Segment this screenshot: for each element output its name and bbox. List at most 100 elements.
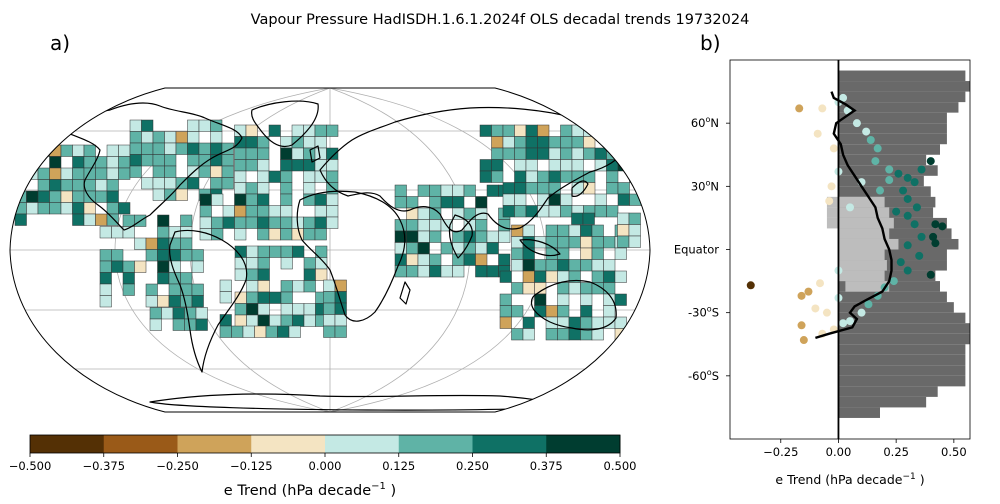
grid-cell xyxy=(175,188,188,201)
grid-cell xyxy=(280,280,293,293)
grid-cell xyxy=(499,316,512,329)
grid-cell xyxy=(246,257,259,270)
grid-cell xyxy=(118,156,131,169)
grid-cell xyxy=(280,147,293,160)
grid-cell xyxy=(303,268,316,281)
grid-cell xyxy=(557,282,570,295)
grid-cell xyxy=(149,307,162,320)
grid-cell xyxy=(157,249,170,262)
grid-cell xyxy=(157,237,170,250)
grid-cell xyxy=(514,170,527,183)
grid-cell xyxy=(606,136,619,149)
grid-cell xyxy=(221,177,234,190)
grid-cell xyxy=(499,305,512,318)
trend-point xyxy=(903,173,912,182)
colorbar-label: e Trend (hPa decade−1 ) xyxy=(224,481,396,499)
grid-cell xyxy=(14,167,27,180)
grid-cell xyxy=(486,230,499,243)
grid-cell xyxy=(234,159,247,172)
grid-cell xyxy=(452,184,465,197)
grid-cell xyxy=(191,283,204,296)
grid-cell xyxy=(157,295,170,308)
trend-point xyxy=(846,317,854,326)
grid-cell xyxy=(452,196,465,209)
panel-b-xlabel: e Trend (hPa decade−1 ) xyxy=(775,472,924,487)
grid-cell xyxy=(580,316,593,329)
trend-scatter-points xyxy=(746,93,947,345)
grid-cell xyxy=(303,280,316,293)
grid-cell xyxy=(49,190,62,203)
trend-point xyxy=(829,144,838,153)
grid-cell xyxy=(164,177,177,190)
colorbar-swatch xyxy=(546,435,621,453)
grid-cell xyxy=(157,260,170,273)
grid-cell xyxy=(234,268,247,281)
grid-cell xyxy=(210,165,223,178)
grid-cell xyxy=(525,147,538,160)
grid-cell xyxy=(242,325,255,338)
missing-data-bar xyxy=(838,81,970,92)
grid-cell xyxy=(475,265,488,278)
grid-cell xyxy=(164,165,177,178)
grid-cell xyxy=(268,124,281,137)
grid-cell xyxy=(129,154,142,167)
grid-cell xyxy=(406,196,419,209)
missing-data-bar xyxy=(838,365,966,376)
panel-a-label: a) xyxy=(50,31,70,55)
missing-data-bar xyxy=(838,112,947,124)
grid-cell xyxy=(557,293,570,306)
grid-cell xyxy=(629,124,642,137)
colorbar-tick-label: 0.500 xyxy=(604,459,637,473)
grid-cell xyxy=(560,170,573,183)
grid-cell xyxy=(280,170,293,183)
grid-cell xyxy=(606,170,619,183)
grid-cell xyxy=(511,328,524,341)
grid-cell xyxy=(106,144,119,157)
colorbar-swatch xyxy=(398,435,473,453)
colorbar-tick-label: −0.375 xyxy=(82,459,125,473)
grid-cell xyxy=(164,131,177,144)
grid-cell xyxy=(406,219,419,232)
grid-cell xyxy=(606,205,619,218)
map-boundary xyxy=(9,87,651,413)
x-tick-label: 0.00 xyxy=(826,445,852,459)
grid-cell xyxy=(591,270,604,283)
grid-cell xyxy=(257,245,270,258)
grid-cell xyxy=(303,314,316,327)
grid-cell xyxy=(486,265,499,278)
grid-cell xyxy=(199,193,212,206)
grid-cell xyxy=(463,253,476,266)
grid-cell xyxy=(168,283,181,296)
grid-cell xyxy=(514,193,527,206)
grid-cell xyxy=(571,212,584,225)
grid-cell xyxy=(502,136,515,149)
grid-cell xyxy=(617,193,630,206)
figure-title: Vapour Pressure HadISDH.1.6.1.2024f OLS … xyxy=(251,12,750,28)
grid-cell xyxy=(14,190,27,203)
grid-cell xyxy=(560,147,573,160)
grid-cell xyxy=(72,179,85,192)
zonal-range-bar xyxy=(826,196,885,208)
grid-cell xyxy=(210,131,223,144)
grid-cell xyxy=(95,167,108,180)
grid-cell xyxy=(129,165,142,178)
y-tick-label: 30oN xyxy=(691,178,719,193)
grid-cell xyxy=(111,260,124,273)
grid-cell xyxy=(326,170,339,183)
grid-cell xyxy=(606,147,619,160)
colorbar-tick-label: 0.125 xyxy=(382,459,415,473)
trend-point xyxy=(795,104,804,113)
zonal-range-bar xyxy=(838,270,885,282)
grid-cell xyxy=(323,325,336,338)
grid-cell xyxy=(106,190,119,203)
grid-cell xyxy=(617,124,630,137)
trend-point xyxy=(885,165,894,174)
missing-data-bar xyxy=(838,196,936,208)
colorbar-tick-label: 0.375 xyxy=(530,459,563,473)
grid-cell xyxy=(522,224,535,237)
grid-cell xyxy=(257,280,270,293)
zonal-range-bar xyxy=(838,249,885,261)
grid-cell xyxy=(479,159,492,172)
grid-cell xyxy=(246,280,259,293)
grid-cell xyxy=(545,305,558,318)
